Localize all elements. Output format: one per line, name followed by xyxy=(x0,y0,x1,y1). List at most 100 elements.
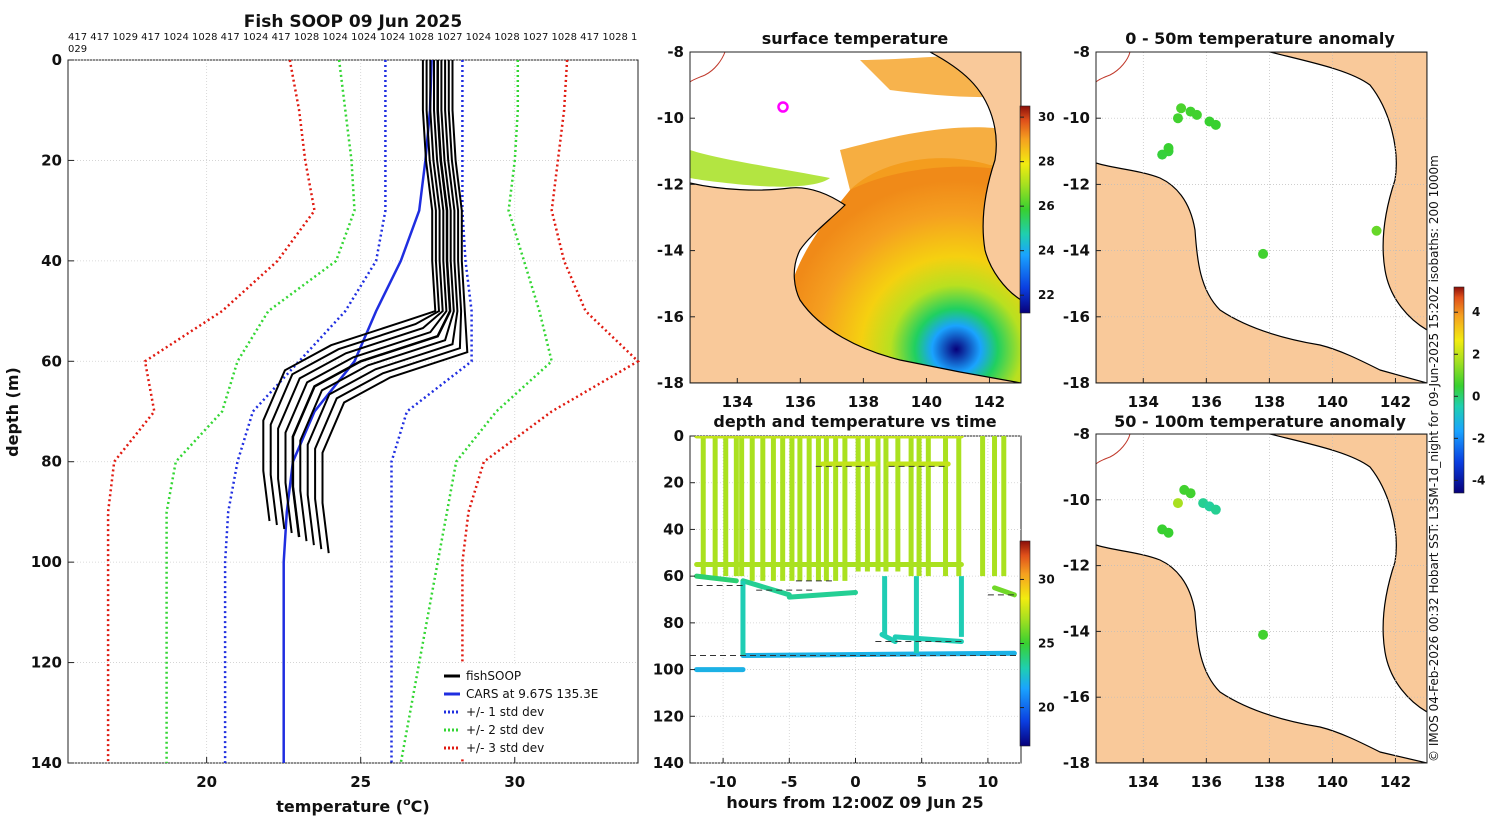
anom2-xtick-label-4: 142 xyxy=(1380,773,1411,791)
sst-xtick-label-2: 138 xyxy=(848,393,879,411)
profile-ytick-label-5: 100 xyxy=(31,553,62,571)
anom1-title: 0 - 50m temperature anomaly xyxy=(1125,29,1395,48)
anom2-xtick-label-2: 138 xyxy=(1254,773,1285,791)
profile-ytick-label-3: 60 xyxy=(41,352,62,370)
profile-fishsoop-cast-2 xyxy=(277,60,444,530)
profile-panel: Fish SOOP 09 Jun 2025 417 417 1029 417 1… xyxy=(3,12,641,816)
sst-colorbar xyxy=(1019,105,1031,314)
legend-cars: CARS at 9.67S 135.3E xyxy=(466,687,598,701)
trip-ids-line2: 029 xyxy=(68,44,87,55)
sst-map-field xyxy=(690,52,1021,383)
anom1-xtick-label-2: 138 xyxy=(1254,393,1285,411)
profile-xlabel: temperature (oC) xyxy=(276,795,429,816)
anom2-ytick-label-4: -16 xyxy=(1063,688,1090,706)
legend-fishsoop: fishSOOP xyxy=(466,669,521,683)
ts-colorbar-tick-label-2: 20 xyxy=(1038,701,1055,715)
sst-land-capeyork xyxy=(929,52,1021,301)
profile-ytick-label-0: 0 xyxy=(52,51,62,69)
profile-fishsoop-cast-1 xyxy=(269,60,441,526)
ts-ytick-label-5: 100 xyxy=(653,661,684,679)
profile-fishsoop-cast-4 xyxy=(291,60,452,538)
profile-series-4 xyxy=(399,60,554,764)
anom1-ytick-label-3: -14 xyxy=(1063,242,1090,260)
anom1-point-1 xyxy=(1157,149,1168,160)
anom1-xtick-label-0: 134 xyxy=(1128,393,1159,411)
ts-data xyxy=(690,436,1021,673)
sst-colorbar-tick-label-1: 28 xyxy=(1038,155,1055,169)
ts-xtick-label-3: 5 xyxy=(916,773,926,791)
sst-xtick-label-4: 142 xyxy=(974,393,1005,411)
sst-colorbar-tick-label-2: 26 xyxy=(1038,199,1055,213)
ts-xtick-label-0: -10 xyxy=(710,773,737,791)
sst-land-nt xyxy=(690,182,1021,383)
profile-xtick-label-2: 30 xyxy=(504,773,525,791)
anom1-ytick-label-5: -18 xyxy=(1063,374,1090,392)
anom1-point-6 xyxy=(1191,109,1202,120)
anom2-ytick-label-5: -18 xyxy=(1063,754,1090,772)
anomaly-colorbar-tick-label-3: -2 xyxy=(1472,431,1485,445)
legend-std3: +/- 3 std dev xyxy=(466,741,544,755)
anom1-axes xyxy=(1095,51,1428,384)
profile-gridlines xyxy=(68,59,638,764)
profile-ticks: 20 25 30 0 20 40 60 80 100 120 140 xyxy=(31,51,526,791)
anomaly-colorbar xyxy=(1453,286,1465,494)
sst-station-marker xyxy=(777,101,789,113)
anom1-ytick-label-1: -10 xyxy=(1063,109,1090,127)
profile-axes xyxy=(67,59,639,764)
ts-title: depth and temperature vs time xyxy=(713,412,996,431)
anom2-point-4 xyxy=(1185,488,1196,499)
anom1-ticks: 134 136 138 140 142 -8 -10 -12 -14 -16 -18 xyxy=(1063,43,1411,411)
trip-ids-line1: 417 417 1029 417 1024 1028 417 1024 417 … xyxy=(68,32,637,43)
anom1-point-4 xyxy=(1176,103,1187,114)
anomaly-colorbar-tick-label-2: 0 xyxy=(1472,389,1480,403)
ts-colorbar-tick-label-1: 25 xyxy=(1038,637,1055,651)
anom2-title: 50 - 100m temperature anomaly xyxy=(1114,412,1406,431)
profile-fishsoop-cast-7 xyxy=(314,60,463,550)
anom2-point-2 xyxy=(1172,498,1183,509)
legend-std1: +/- 1 std dev xyxy=(466,705,544,719)
legend-std2: +/- 2 std dev xyxy=(466,723,544,737)
profile-ytick-label-1: 20 xyxy=(41,151,62,169)
anom1-ytick-label-2: -12 xyxy=(1063,175,1090,193)
ts-segment-2 xyxy=(694,573,739,584)
sst-xtick-label-1: 136 xyxy=(785,393,816,411)
anomaly-colorbar-tick-label-4: -4 xyxy=(1472,473,1485,487)
ts-ytick-label-6: 120 xyxy=(653,707,684,725)
ts-segment-4 xyxy=(786,589,858,600)
profile-fishsoop-cast-0 xyxy=(262,60,437,522)
anom2-ytick-label-0: -8 xyxy=(1073,425,1090,443)
profile-series-2 xyxy=(390,60,473,763)
sst-colorbar-ticks: 30 28 26 24 22 xyxy=(1020,110,1055,302)
anom2-axes xyxy=(1095,433,1428,764)
anom2-point-1 xyxy=(1163,527,1174,538)
anom1-points xyxy=(1157,103,1382,259)
anom2-map-field xyxy=(1096,434,1427,763)
sst-ytick-label-2: -12 xyxy=(657,175,684,193)
sst-map-panel: surface temperature 134 136 138 140 142 -8 -10… xyxy=(657,29,1055,411)
sst-colorbar-tick-label-4: 22 xyxy=(1038,288,1055,302)
ts-segment-1 xyxy=(740,650,1017,659)
anom2-point-7 xyxy=(1210,504,1221,515)
profile-fishsoop-cast-3 xyxy=(284,60,448,534)
sst-xtick-label-3: 140 xyxy=(911,393,942,411)
anom2-ytick-label-3: -14 xyxy=(1063,622,1090,640)
profile-fishsoop-cast-6 xyxy=(306,60,459,546)
anom2-ticks: 134 136 138 140 142 -8 -10 -12 -14 -16 -18 xyxy=(1063,425,1411,791)
anom1-ytick-label-0: -8 xyxy=(1073,43,1090,61)
anomaly-colorbar-tick-label-0: 4 xyxy=(1472,305,1480,319)
ts-xtick-label-4: 10 xyxy=(977,773,998,791)
anom1-xtick-label-3: 140 xyxy=(1317,393,1348,411)
profile-ytick-label-4: 80 xyxy=(41,453,62,471)
ts-ytick-label-2: 40 xyxy=(663,520,684,538)
ts-ytick-label-1: 20 xyxy=(663,474,684,492)
anom1-point-10 xyxy=(1371,225,1382,236)
profile-ytick-label-7: 140 xyxy=(31,754,62,772)
profile-ytick-label-6: 120 xyxy=(31,654,62,672)
ts-segment-3 xyxy=(740,578,792,598)
anom1-map-field xyxy=(1096,52,1427,383)
anom1-point-8 xyxy=(1210,119,1221,130)
profile-lines xyxy=(106,59,641,764)
anom2-land-nt xyxy=(1096,544,1427,763)
